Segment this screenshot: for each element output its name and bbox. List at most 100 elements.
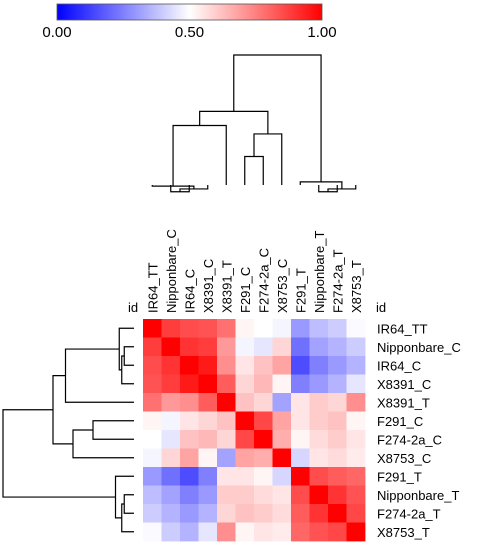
heatmap-cell	[272, 393, 292, 412]
heatmap-cell	[217, 319, 236, 338]
heatmap-cell	[309, 504, 329, 523]
heatmap-cell	[309, 319, 329, 338]
heatmap-cell	[291, 485, 310, 505]
column-label: X8753_T	[349, 260, 364, 313]
heatmap-cell	[180, 467, 199, 486]
heatmap-cell	[291, 356, 310, 375]
heatmap-cell	[143, 374, 162, 394]
heatmap-cell	[235, 319, 255, 338]
heatmap-cell	[161, 522, 181, 542]
heatmap-cell	[161, 337, 181, 357]
color-scale-legend: 0.00 0.50 1.00	[42, 3, 337, 41]
row-axis-label: id	[376, 300, 386, 315]
heatmap-cell	[346, 356, 366, 375]
heatmap-cell	[254, 374, 273, 394]
row-label: IR64_C	[377, 358, 421, 373]
heatmap-cell	[328, 504, 347, 523]
heatmap-cell	[328, 485, 347, 505]
row-label: F274-2a_C	[377, 432, 442, 447]
column-dendrogram-link	[199, 110, 269, 134]
heatmap-cell	[328, 393, 347, 412]
heatmap-cell	[272, 319, 292, 338]
heatmap-cell	[346, 504, 366, 523]
heatmap-cell	[254, 337, 273, 357]
heatmap-cell	[309, 430, 329, 449]
column-dendrogram	[151, 54, 357, 193]
heatmap-cell	[198, 337, 218, 357]
heatmap-cell	[346, 522, 366, 542]
column-dendrogram-link	[299, 181, 343, 189]
heatmap-cell	[309, 356, 329, 375]
column-dendrogram-link	[253, 133, 283, 185]
column-label: Nipponbare_T	[312, 231, 327, 313]
row-label: Nipponbare_C	[377, 340, 461, 355]
heatmap-cell	[217, 522, 236, 542]
heatmap-cell	[291, 411, 310, 431]
heatmap-cell	[272, 467, 292, 486]
column-label: F274-2a_T	[330, 249, 345, 313]
heatmap-cell	[272, 337, 292, 357]
heatmap-cell	[198, 448, 218, 468]
heatmap-cell	[143, 522, 162, 542]
heatmap-cell	[328, 337, 347, 357]
heatmap-cell	[235, 504, 255, 523]
heatmap-cell	[254, 448, 273, 468]
heatmap-cell	[143, 504, 162, 523]
heatmap-cell	[161, 504, 181, 523]
heatmap-cell	[346, 374, 366, 394]
heatmap-cell	[291, 393, 310, 412]
heatmap-cell	[328, 430, 347, 449]
heatmap-cell	[198, 522, 218, 542]
heatmap-cell	[143, 319, 162, 338]
heatmap-cell	[346, 467, 366, 486]
heatmap-cell	[161, 393, 181, 412]
heatmap-cell	[235, 356, 255, 375]
column-label: IR64_TT	[145, 262, 160, 313]
heatmap-cell	[254, 504, 273, 523]
heatmap-cell	[198, 319, 218, 338]
heatmap-cell	[180, 393, 199, 412]
heatmap-cell	[254, 356, 273, 375]
heatmap-cell	[346, 448, 366, 468]
heatmap-cell	[180, 411, 199, 431]
heatmap-cell	[180, 319, 199, 338]
heatmap-cell	[328, 374, 347, 394]
heatmap-cell	[272, 448, 292, 468]
heatmap-cell	[217, 411, 236, 431]
heatmap-cell	[143, 430, 162, 449]
color-scale-tick-min: 0.00	[42, 24, 71, 41]
heatmap-cell	[143, 467, 162, 486]
heatmap-cell	[346, 319, 366, 338]
heatmap-cell	[198, 485, 218, 505]
heatmap-cell	[235, 393, 255, 412]
heatmap-cell	[291, 448, 310, 468]
heatmap-cell	[180, 485, 199, 505]
heatmap-cell	[291, 467, 310, 486]
heatmap-cell	[309, 411, 329, 431]
row-label: X8391_C	[377, 377, 431, 392]
heatmap-cell	[161, 356, 181, 375]
row-dendrogram	[2, 327, 134, 533]
heatmap-cell	[161, 485, 181, 505]
heatmap-cell	[235, 522, 255, 542]
row-dendrogram-link	[121, 355, 134, 385]
row-dendrogram-link	[121, 503, 134, 533]
heatmap-cell	[161, 374, 181, 394]
heatmap-cell	[328, 356, 347, 375]
heatmap-cell	[198, 393, 218, 412]
heatmap-cell	[217, 430, 236, 449]
heatmap-cell	[143, 411, 162, 431]
heatmap-cell	[161, 411, 181, 431]
heatmap-cell	[309, 448, 329, 468]
column-dendrogram-link	[244, 155, 264, 185]
column-labels: IR64_TT Nipponbare_C IR64_C X8391_C X8391_T F…	[145, 229, 364, 313]
color-scale-bar	[56, 3, 323, 21]
heatmap-cell	[217, 467, 236, 486]
heatmap-cell	[291, 430, 310, 449]
heatmap-cell	[272, 356, 292, 375]
color-scale-tick-max: 1.00	[307, 24, 336, 41]
row-labels: IR64_TT Nipponbare_C IR64_C X8391_C X8391_T F…	[377, 321, 461, 540]
heatmap-cell	[254, 430, 273, 449]
heatmap-cell	[309, 374, 329, 394]
heatmap-cell	[180, 430, 199, 449]
